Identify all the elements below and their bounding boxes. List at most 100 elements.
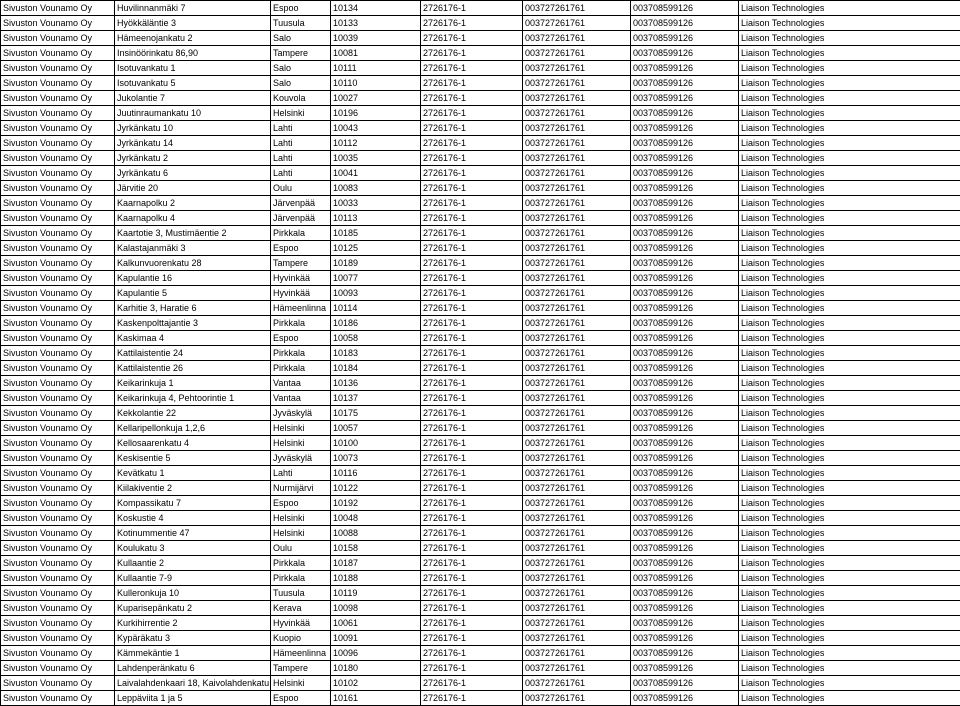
table-cell: Sivuston Vounamo Oy [1, 361, 115, 376]
table-cell: 10189 [331, 256, 421, 271]
table-cell: Liaison Technologies [739, 256, 960, 271]
table-cell: Liaison Technologies [739, 91, 960, 106]
table-cell: Sivuston Vounamo Oy [1, 271, 115, 286]
table-cell: Pirkkala [271, 571, 331, 586]
table-cell: Liaison Technologies [739, 211, 960, 226]
table-cell: Kalastajanmäki 3 [115, 241, 271, 256]
table-cell: 10112 [331, 136, 421, 151]
table-cell: 10134 [331, 1, 421, 16]
table-cell: 2726176-1 [421, 511, 523, 526]
table-cell: 003727261761 [523, 106, 631, 121]
table-cell: Kellaripellonkuja 1,2,6 [115, 421, 271, 436]
table-cell: 10039 [331, 31, 421, 46]
table-cell: 003727261761 [523, 526, 631, 541]
table-row: Sivuston Vounamo OyKeikarinkuja 1Vantaa1… [1, 376, 960, 391]
table-cell: Tuusula [271, 16, 331, 31]
table-row: Sivuston Vounamo OyKiilakiventie 2Nurmij… [1, 481, 960, 496]
table-cell: Kiilakiventie 2 [115, 481, 271, 496]
table-row: Sivuston Vounamo OyKullaantie 2Pirkkala1… [1, 556, 960, 571]
table-cell: 2726176-1 [421, 361, 523, 376]
table-cell: Keikarinkuja 4, Pehtoorintie 1 [115, 391, 271, 406]
table-cell: Liaison Technologies [739, 691, 960, 706]
table-cell: Järvenpää [271, 196, 331, 211]
table-cell: 003708599126 [631, 211, 739, 226]
table-cell: Tampere [271, 661, 331, 676]
table-cell: 2726176-1 [421, 256, 523, 271]
table-cell: Lahti [271, 466, 331, 481]
table-cell: 003727261761 [523, 676, 631, 691]
table-cell: 10058 [331, 331, 421, 346]
table-cell: Sivuston Vounamo Oy [1, 481, 115, 496]
table-cell: Karhitie 3, Haratie 6 [115, 301, 271, 316]
table-row: Sivuston Vounamo OyJukolantie 7Kouvola10… [1, 91, 960, 106]
table-cell: 003727261761 [523, 1, 631, 16]
table-cell: 003727261761 [523, 226, 631, 241]
table-cell: 003708599126 [631, 421, 739, 436]
table-cell: 003708599126 [631, 436, 739, 451]
table-cell: Espoo [271, 241, 331, 256]
table-row: Sivuston Vounamo OyKevätkatu 1Lahti10116… [1, 466, 960, 481]
table-row: Sivuston Vounamo OyKaskimaa 4Espoo100582… [1, 331, 960, 346]
table-cell: 003727261761 [523, 646, 631, 661]
table-cell: 003727261761 [523, 511, 631, 526]
table-cell: Sivuston Vounamo Oy [1, 421, 115, 436]
table-cell: 2726176-1 [421, 601, 523, 616]
table-cell: 10027 [331, 91, 421, 106]
data-table: Sivuston Vounamo OyHuvilinnanmäki 7Espoo… [0, 0, 960, 706]
table-cell: 10196 [331, 106, 421, 121]
table-cell: Sivuston Vounamo Oy [1, 196, 115, 211]
table-cell: Liaison Technologies [739, 331, 960, 346]
table-cell: 003708599126 [631, 661, 739, 676]
table-cell: 10048 [331, 511, 421, 526]
table-cell: Kattilaistentie 24 [115, 346, 271, 361]
table-cell: Liaison Technologies [739, 496, 960, 511]
table-cell: 003727261761 [523, 601, 631, 616]
table-cell: Espoo [271, 691, 331, 706]
table-cell: Liaison Technologies [739, 481, 960, 496]
table-cell: 003708599126 [631, 496, 739, 511]
table-cell: Sivuston Vounamo Oy [1, 691, 115, 706]
table-cell: Liaison Technologies [739, 76, 960, 91]
table-cell: Järvitie 20 [115, 181, 271, 196]
table-cell: Kurkihirrentie 2 [115, 616, 271, 631]
table-cell: 10091 [331, 631, 421, 646]
table-cell: Liaison Technologies [739, 451, 960, 466]
table-cell: 003708599126 [631, 511, 739, 526]
table-row: Sivuston Vounamo OyKalkunvuorenkatu 28Ta… [1, 256, 960, 271]
table-cell: 2726176-1 [421, 121, 523, 136]
table-cell: Kevätkatu 1 [115, 466, 271, 481]
table-cell: 2726176-1 [421, 571, 523, 586]
table-cell: 003727261761 [523, 211, 631, 226]
table-cell: Sivuston Vounamo Oy [1, 211, 115, 226]
table-cell: 10035 [331, 151, 421, 166]
table-cell: Sivuston Vounamo Oy [1, 436, 115, 451]
table-cell: Vantaa [271, 376, 331, 391]
table-cell: Sivuston Vounamo Oy [1, 166, 115, 181]
table-cell: 003727261761 [523, 616, 631, 631]
table-cell: Helsinki [271, 421, 331, 436]
table-cell: 10102 [331, 676, 421, 691]
table-cell: 003708599126 [631, 16, 739, 31]
table-cell: Kuopio [271, 631, 331, 646]
table-cell: Liaison Technologies [739, 676, 960, 691]
table-cell: Sivuston Vounamo Oy [1, 121, 115, 136]
table-cell: Jyväskylä [271, 451, 331, 466]
table-cell: Liaison Technologies [739, 226, 960, 241]
table-cell: Hyvinkää [271, 271, 331, 286]
table-cell: 003727261761 [523, 451, 631, 466]
table-cell: 10111 [331, 61, 421, 76]
table-row: Sivuston Vounamo OyKypäräkatu 3Kuopio100… [1, 631, 960, 646]
table-cell: 003708599126 [631, 151, 739, 166]
table-cell: 003727261761 [523, 436, 631, 451]
table-cell: 003708599126 [631, 331, 739, 346]
table-cell: 003708599126 [631, 106, 739, 121]
table-cell: 003727261761 [523, 76, 631, 91]
table-cell: 003708599126 [631, 451, 739, 466]
table-row: Sivuston Vounamo OyJyrkänkatu 2Lahti1003… [1, 151, 960, 166]
table-cell: 10096 [331, 646, 421, 661]
table-cell: 003708599126 [631, 601, 739, 616]
table-cell: Hämeenlinna [271, 646, 331, 661]
table-cell: 10088 [331, 526, 421, 541]
table-cell: Espoo [271, 1, 331, 16]
table-cell: 003727261761 [523, 31, 631, 46]
